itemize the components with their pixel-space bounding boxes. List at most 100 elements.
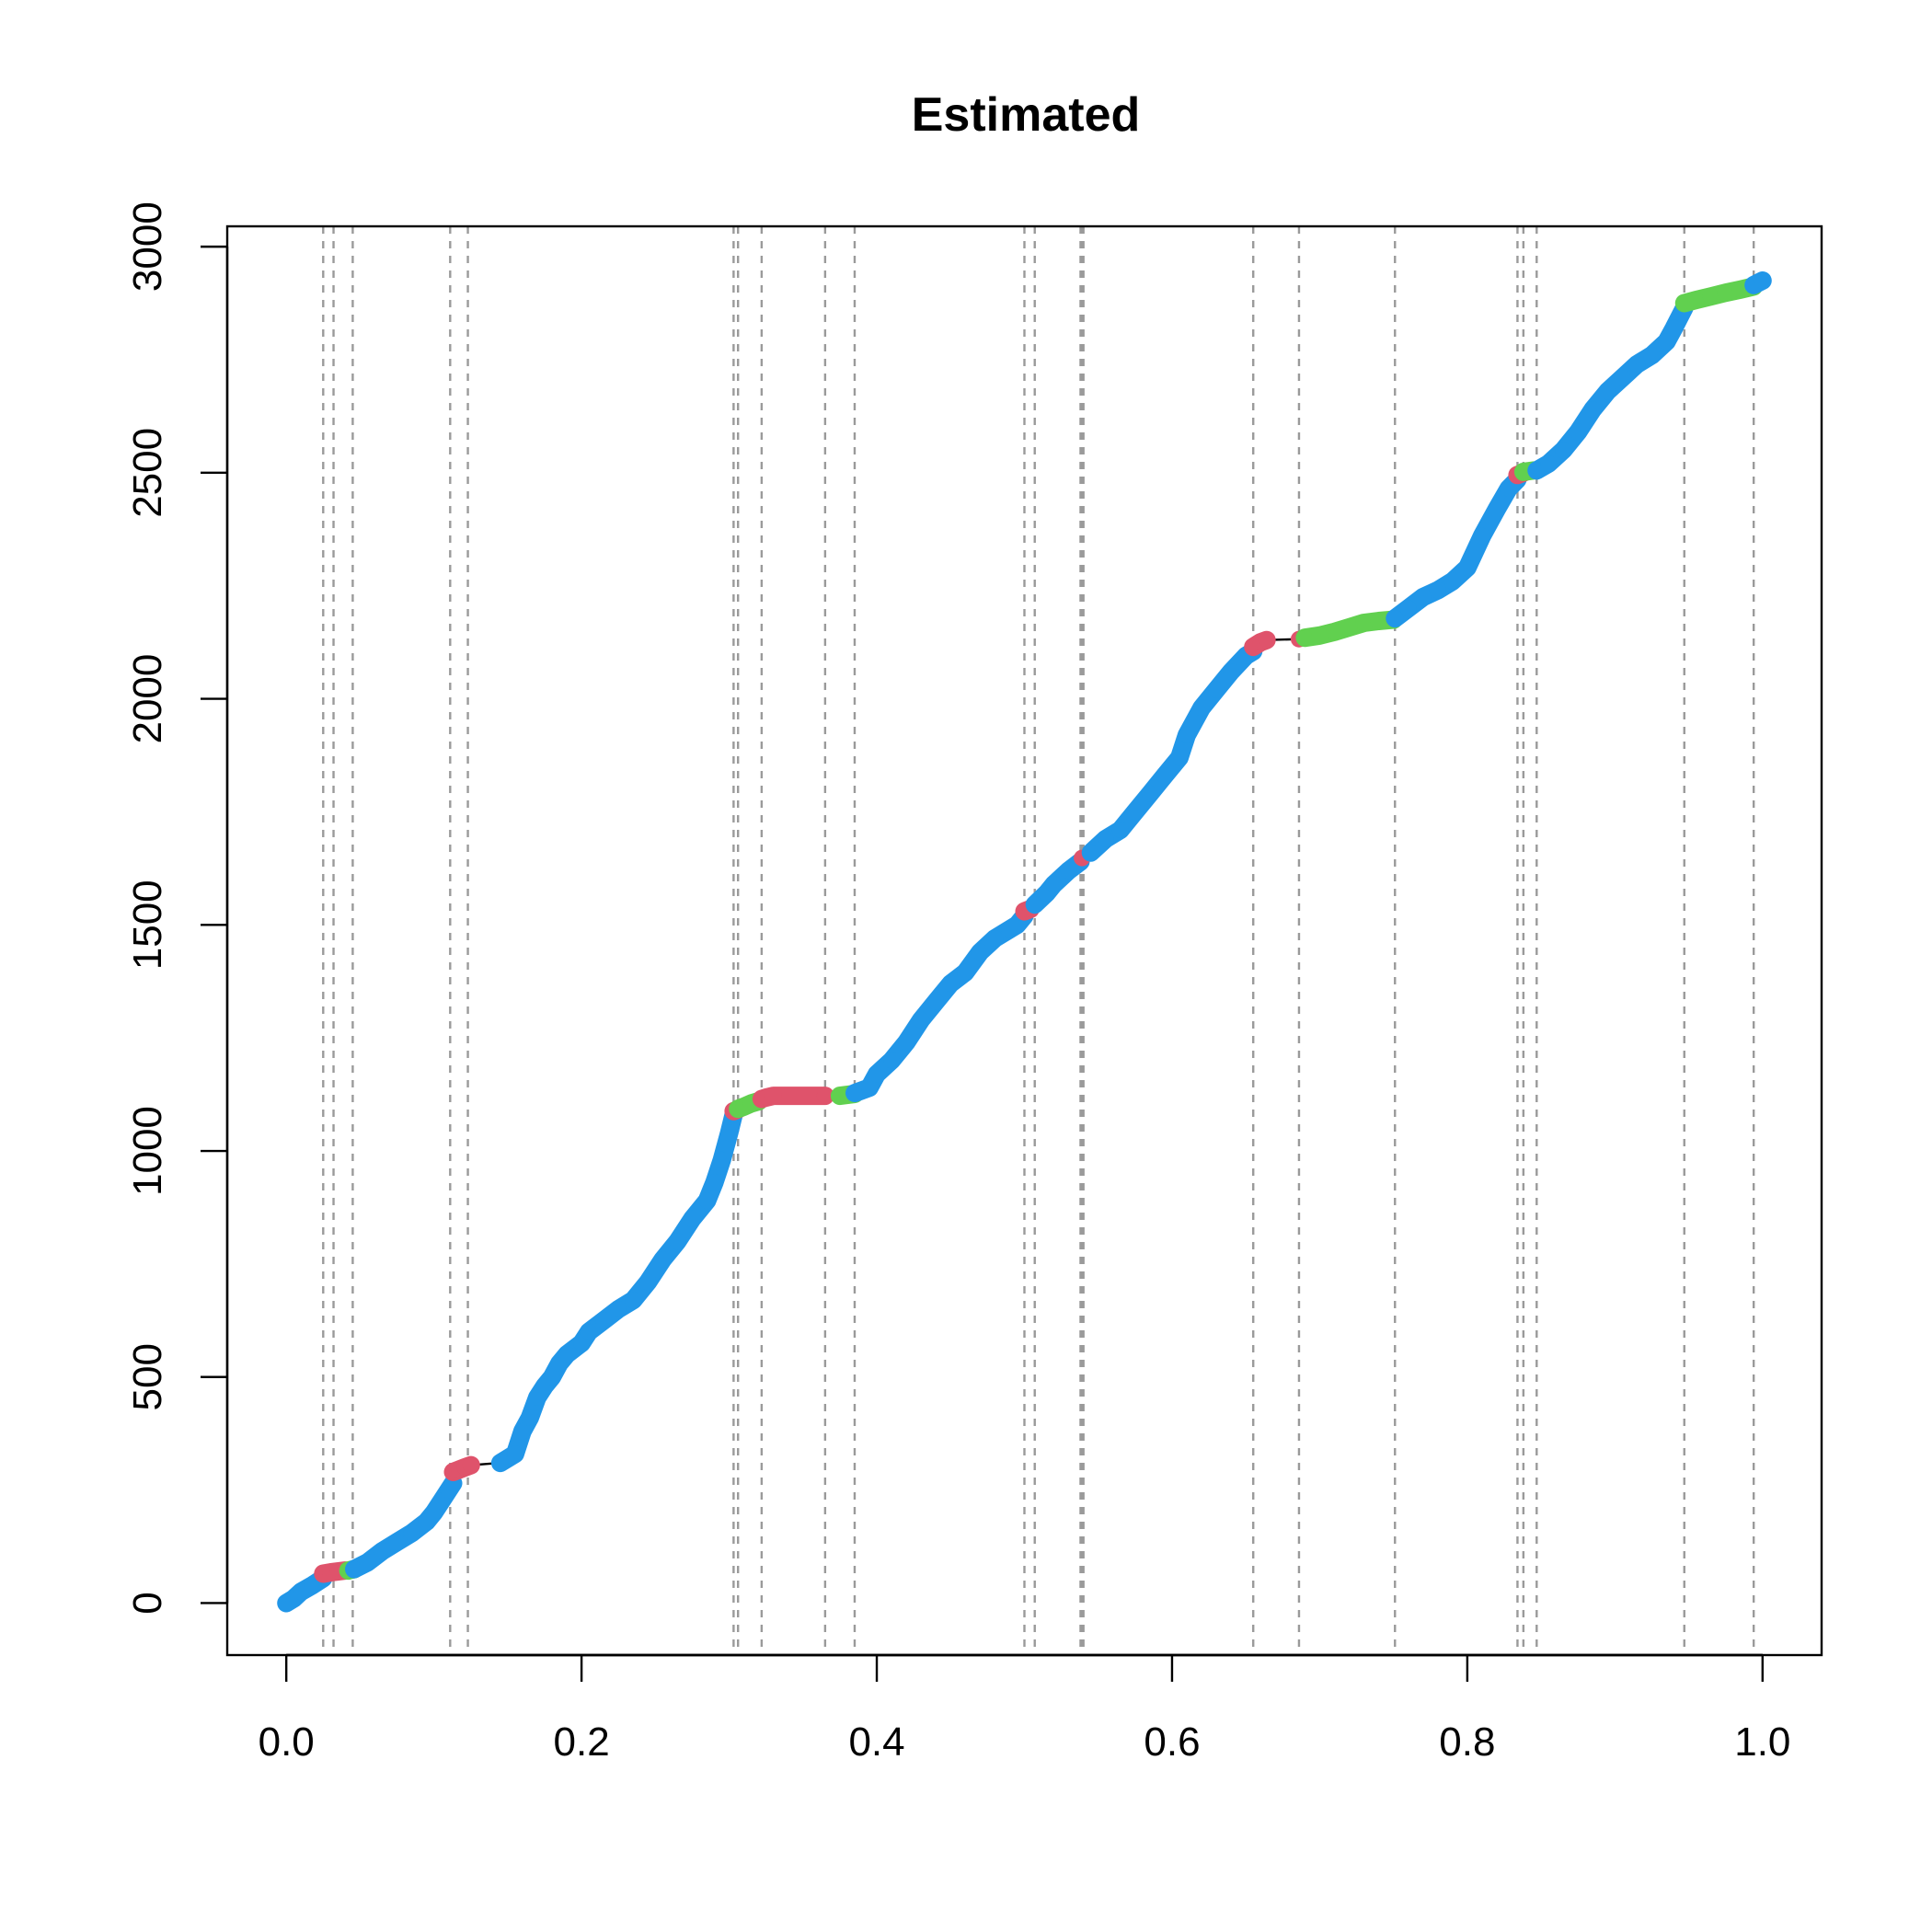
data-point — [986, 930, 1004, 948]
data-point — [1429, 581, 1446, 599]
data-point — [1687, 292, 1705, 309]
data-point — [1628, 355, 1646, 373]
data-point — [1097, 830, 1114, 847]
data-point — [1414, 588, 1432, 605]
data-point — [1370, 613, 1387, 630]
data-point — [654, 1250, 672, 1268]
data-point — [374, 1542, 391, 1559]
data-point — [972, 943, 989, 960]
data-point — [684, 1210, 701, 1227]
data-point — [1126, 803, 1144, 821]
data-point — [625, 1292, 642, 1309]
data-point — [1045, 876, 1063, 893]
data-point — [581, 1323, 598, 1340]
data-point — [345, 1560, 362, 1578]
data-point — [1555, 442, 1572, 459]
data-point — [558, 1346, 576, 1363]
data-point — [1570, 423, 1587, 441]
vertical-reference-lines — [322, 226, 1755, 1655]
data-point — [1399, 600, 1417, 617]
data-point — [868, 1065, 886, 1083]
data-point — [1443, 572, 1461, 590]
chart-title: Estimated — [912, 88, 1141, 142]
data-point — [706, 1174, 723, 1191]
data-point — [1208, 681, 1225, 698]
data-point — [639, 1273, 657, 1291]
data-point — [1326, 623, 1343, 640]
data-point — [1156, 767, 1173, 785]
series-segment-blue — [1386, 470, 1527, 628]
data-point — [595, 1312, 613, 1329]
data-point — [610, 1301, 627, 1318]
data-point — [1599, 383, 1616, 400]
series-segment-blue — [1081, 642, 1263, 862]
data-point — [927, 993, 945, 1010]
y-tick-label: 1500 — [125, 880, 170, 970]
data-point — [1754, 271, 1771, 289]
x-axis: 0.0 0.2 0.4 0.6 0.8 1.0 — [259, 1653, 1790, 1765]
data-point — [462, 1456, 479, 1474]
data-point — [720, 1124, 738, 1142]
data-point — [942, 975, 960, 993]
data-point — [544, 1368, 561, 1386]
x-tick-label: 0.2 — [554, 1719, 610, 1765]
data-point — [698, 1192, 716, 1210]
data-point — [1026, 896, 1043, 914]
data-point — [388, 1534, 406, 1551]
data-point — [883, 1052, 901, 1069]
data-point — [1643, 347, 1661, 364]
data-point — [957, 963, 974, 981]
data-point — [1488, 500, 1505, 518]
data-point — [1614, 369, 1631, 386]
data-point — [765, 1087, 782, 1105]
data-point — [1141, 785, 1158, 802]
data-point — [1458, 559, 1476, 577]
data-point — [506, 1445, 523, 1463]
y-axis: 0 500 1000 1500 2000 2500 3000 — [125, 201, 229, 1615]
x-tick-label: 0.8 — [1439, 1719, 1495, 1765]
data-point — [913, 1011, 930, 1029]
data-point — [491, 1455, 509, 1472]
data-point — [1340, 618, 1358, 636]
y-tick-label: 3000 — [125, 201, 170, 292]
data-point — [845, 1085, 863, 1102]
y-tick-label: 1000 — [125, 1106, 170, 1196]
data-point — [1170, 749, 1188, 766]
y-tick-label: 0 — [125, 1592, 170, 1614]
data-point — [1111, 822, 1129, 839]
y-tick-label: 2500 — [125, 428, 170, 518]
x-tick-label: 0.6 — [1144, 1719, 1200, 1765]
data-point — [1179, 726, 1196, 743]
y-tick-label: 2000 — [125, 654, 170, 744]
series-segment-blue — [490, 1105, 743, 1473]
data-point — [898, 1034, 915, 1052]
y-tick-label: 500 — [125, 1343, 170, 1410]
data-point — [1355, 615, 1373, 632]
data-point — [359, 1554, 376, 1571]
data-point — [861, 1079, 879, 1097]
data-point — [1060, 862, 1077, 880]
data-point — [1540, 455, 1558, 473]
data-point — [1386, 610, 1404, 627]
data-point — [1473, 527, 1490, 545]
data-points-layer — [277, 271, 1772, 1613]
data-point — [1193, 699, 1211, 717]
data-point — [1717, 284, 1734, 302]
x-tick-label: 1.0 — [1734, 1719, 1790, 1765]
data-point — [1082, 844, 1099, 861]
data-point — [513, 1422, 531, 1440]
data-point — [1258, 631, 1275, 649]
data-point — [521, 1409, 538, 1426]
data-point — [1584, 401, 1602, 419]
x-tick-label: 0.0 — [259, 1719, 315, 1765]
data-point — [1223, 663, 1240, 681]
x-tick-label: 0.4 — [848, 1719, 904, 1765]
data-point — [1658, 333, 1675, 351]
data-point — [1311, 627, 1328, 644]
data-point — [713, 1151, 730, 1168]
data-point — [1665, 319, 1683, 337]
data-point — [1702, 288, 1719, 305]
data-point — [1296, 629, 1314, 647]
